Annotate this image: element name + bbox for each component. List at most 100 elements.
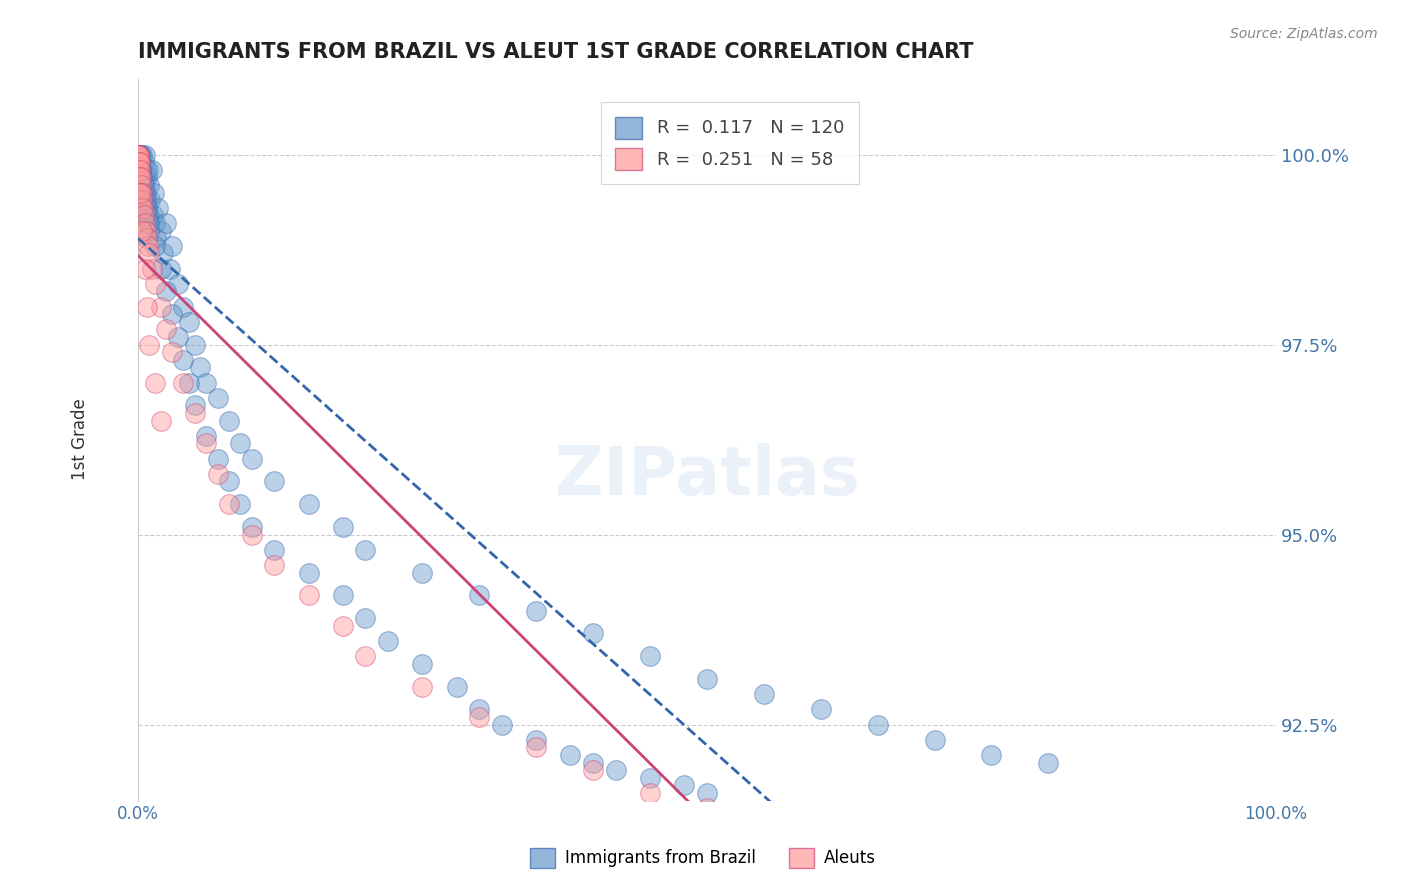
Point bbox=[240, 451, 263, 466]
Point bbox=[143, 376, 166, 390]
Point bbox=[263, 475, 285, 489]
Point bbox=[138, 178, 160, 192]
Point bbox=[332, 589, 354, 603]
Point bbox=[332, 520, 354, 534]
Point bbox=[135, 186, 157, 200]
Point bbox=[1038, 756, 1060, 770]
Point bbox=[229, 497, 252, 511]
Point bbox=[128, 155, 150, 169]
Point bbox=[924, 732, 946, 747]
Point bbox=[128, 155, 150, 169]
Point bbox=[128, 147, 150, 161]
Point bbox=[195, 376, 218, 390]
Point bbox=[263, 558, 285, 572]
Point bbox=[138, 224, 160, 238]
Point bbox=[129, 170, 152, 185]
Point bbox=[131, 224, 153, 238]
Point bbox=[128, 155, 150, 169]
Point bbox=[129, 178, 152, 192]
Point bbox=[354, 611, 377, 625]
Point bbox=[132, 193, 155, 207]
Point bbox=[136, 208, 159, 222]
Point bbox=[132, 201, 155, 215]
Point bbox=[638, 771, 661, 785]
Point bbox=[135, 208, 157, 222]
Point bbox=[142, 186, 165, 200]
Point bbox=[160, 239, 183, 253]
Point bbox=[128, 147, 150, 161]
Point bbox=[605, 763, 627, 777]
Point bbox=[229, 436, 252, 450]
Point bbox=[127, 147, 149, 161]
Point bbox=[297, 497, 319, 511]
Point bbox=[127, 147, 149, 161]
Point bbox=[195, 429, 218, 443]
Point bbox=[160, 307, 183, 321]
Point bbox=[135, 224, 157, 238]
Point bbox=[131, 162, 153, 177]
Point bbox=[638, 786, 661, 800]
Point bbox=[810, 702, 832, 716]
Point bbox=[127, 147, 149, 161]
Point bbox=[752, 687, 775, 701]
Point bbox=[132, 155, 155, 169]
Point bbox=[207, 391, 229, 405]
Point bbox=[524, 604, 547, 618]
Point bbox=[141, 162, 163, 177]
Point bbox=[866, 717, 889, 731]
Point bbox=[696, 786, 718, 800]
Point bbox=[128, 147, 150, 161]
Point bbox=[129, 186, 152, 200]
Point bbox=[145, 231, 167, 245]
Text: IMMIGRANTS FROM BRAZIL VS ALEUT 1ST GRADE CORRELATION CHART: IMMIGRANTS FROM BRAZIL VS ALEUT 1ST GRAD… bbox=[138, 42, 973, 62]
Point bbox=[924, 847, 946, 861]
Point bbox=[149, 224, 172, 238]
Point bbox=[149, 300, 172, 314]
Point bbox=[446, 680, 468, 694]
Point bbox=[127, 155, 149, 169]
Point bbox=[148, 201, 170, 215]
Point bbox=[142, 208, 165, 222]
Point bbox=[207, 451, 229, 466]
Text: Source: ZipAtlas.com: Source: ZipAtlas.com bbox=[1230, 27, 1378, 41]
Point bbox=[297, 589, 319, 603]
Point bbox=[134, 216, 156, 230]
Point bbox=[155, 322, 177, 336]
Point bbox=[127, 162, 149, 177]
Point bbox=[143, 277, 166, 291]
Point bbox=[411, 566, 433, 580]
Point bbox=[560, 747, 582, 762]
Point bbox=[127, 155, 149, 169]
Point bbox=[468, 589, 491, 603]
Point bbox=[190, 360, 212, 375]
Point bbox=[136, 300, 159, 314]
Point bbox=[134, 186, 156, 200]
Point bbox=[582, 626, 605, 640]
Point bbox=[155, 285, 177, 299]
Point bbox=[129, 170, 152, 185]
Point bbox=[127, 147, 149, 161]
Point bbox=[263, 542, 285, 557]
Point bbox=[149, 414, 172, 428]
Point bbox=[752, 816, 775, 830]
Point bbox=[129, 170, 152, 185]
Point bbox=[377, 634, 399, 648]
Point bbox=[134, 170, 156, 185]
Point bbox=[184, 406, 207, 420]
Point bbox=[184, 337, 207, 351]
Point bbox=[240, 520, 263, 534]
Point bbox=[135, 193, 157, 207]
Point bbox=[136, 231, 159, 245]
Point bbox=[172, 300, 194, 314]
Point bbox=[411, 680, 433, 694]
Point bbox=[134, 261, 156, 276]
Point bbox=[172, 352, 194, 367]
Point bbox=[134, 147, 156, 161]
Point bbox=[136, 162, 159, 177]
Point bbox=[129, 186, 152, 200]
Point bbox=[127, 147, 149, 161]
Point bbox=[582, 756, 605, 770]
Point bbox=[468, 702, 491, 716]
Point bbox=[131, 178, 153, 192]
Point bbox=[810, 831, 832, 846]
